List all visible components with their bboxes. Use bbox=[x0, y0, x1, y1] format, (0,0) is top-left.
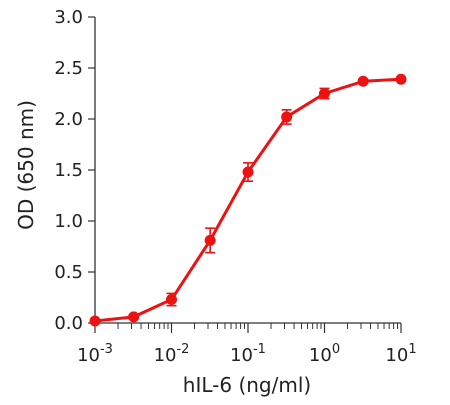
x-tick-label: 10-1 bbox=[230, 342, 266, 366]
data-point bbox=[89, 315, 101, 327]
data-point bbox=[166, 294, 177, 306]
x-axis-title: hIL-6 (ng/ml) bbox=[183, 373, 311, 397]
series-line bbox=[94, 77, 402, 323]
y-tick-label: 2.0 bbox=[54, 109, 83, 130]
x-tick-label: 101 bbox=[385, 342, 416, 366]
data-point bbox=[128, 311, 140, 323]
y-tick-label: 0.0 bbox=[54, 313, 83, 334]
data-point bbox=[204, 234, 216, 246]
y-tick-label: 2.5 bbox=[54, 58, 83, 79]
y-tick-label: 1.5 bbox=[54, 160, 83, 181]
y-tick-label: 0.5 bbox=[54, 262, 83, 283]
x-axis-ticks: 10-3 10-2 10-1 100 101 bbox=[77, 323, 417, 366]
y-tick-label: 3.0 bbox=[54, 7, 83, 28]
data-point bbox=[281, 111, 293, 123]
x-tick-label: 10-3 bbox=[77, 342, 113, 366]
x-tick-label: 10-2 bbox=[154, 342, 190, 366]
x-tick-label: 100 bbox=[309, 342, 340, 366]
y-axis-ticks: 0.0 0.5 1.0 1.5 2.0 2.5 3.0 bbox=[54, 7, 95, 334]
data-point bbox=[242, 166, 254, 178]
y-axis-title: OD (650 nm) bbox=[14, 100, 38, 230]
y-tick-label: 1.0 bbox=[54, 211, 83, 232]
data-point bbox=[357, 75, 369, 87]
data-series bbox=[89, 73, 407, 327]
data-point bbox=[319, 88, 330, 99]
data-point bbox=[395, 73, 407, 85]
